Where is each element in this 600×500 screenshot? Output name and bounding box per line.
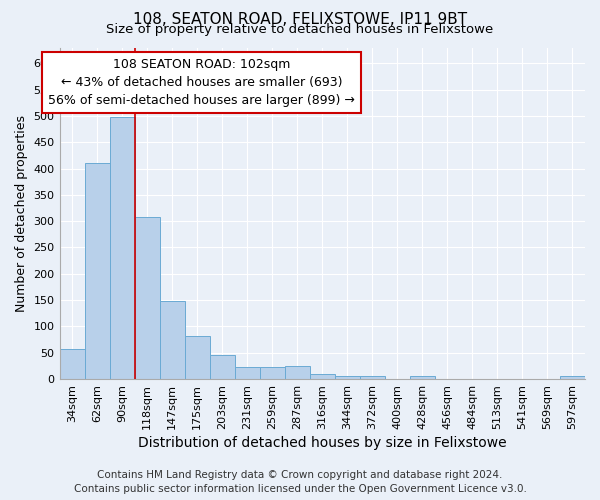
Bar [235, 367, 260, 379]
Bar [85, 163, 110, 379]
Y-axis label: Number of detached properties: Number of detached properties [15, 115, 28, 312]
Bar [209, 355, 235, 379]
Bar [335, 376, 360, 379]
Bar [360, 376, 385, 379]
Text: 108, SEATON ROAD, FELIXSTOWE, IP11 9BT: 108, SEATON ROAD, FELIXSTOWE, IP11 9BT [133, 12, 467, 26]
Bar [134, 217, 160, 379]
Text: Size of property relative to detached houses in Felixstowe: Size of property relative to detached ho… [106, 22, 494, 36]
Bar [185, 336, 209, 379]
Bar [59, 349, 85, 379]
Bar [560, 376, 585, 379]
Text: 108 SEATON ROAD: 102sqm
← 43% of detached houses are smaller (693)
56% of semi-d: 108 SEATON ROAD: 102sqm ← 43% of detache… [48, 58, 355, 107]
Bar [160, 301, 185, 379]
Bar [110, 118, 134, 379]
Bar [310, 374, 335, 379]
Bar [260, 367, 285, 379]
X-axis label: Distribution of detached houses by size in Felixstowe: Distribution of detached houses by size … [138, 436, 506, 450]
Text: Contains HM Land Registry data © Crown copyright and database right 2024.
Contai: Contains HM Land Registry data © Crown c… [74, 470, 526, 494]
Bar [285, 366, 310, 379]
Bar [410, 376, 435, 379]
